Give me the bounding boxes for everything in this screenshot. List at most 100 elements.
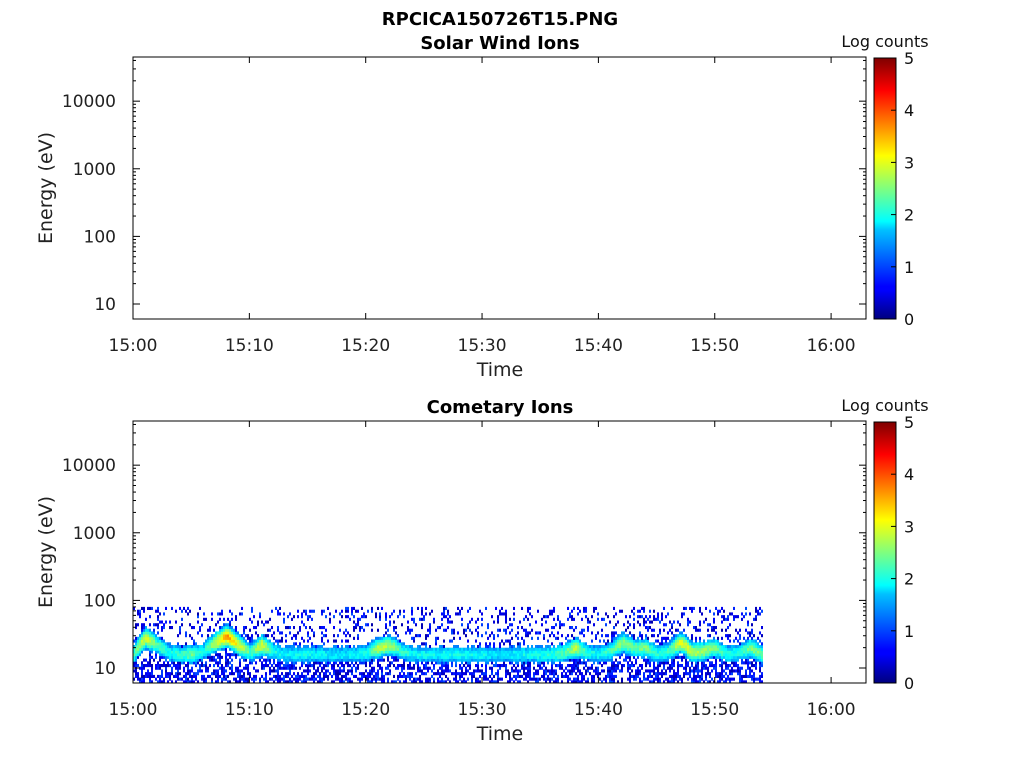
spectrogram-cell [403,658,405,662]
spectrogram-cell [723,609,725,613]
spectrogram-cell [501,677,503,681]
spectrogram-cell [653,634,655,638]
spectrogram-cell [671,626,673,630]
spectrogram-cell [587,680,589,684]
spectrogram-cell [633,650,635,654]
spectrogram-cell [171,606,173,610]
spectrogram-cell [291,645,293,649]
spectrogram-cell [447,655,449,659]
spectrogram-cell [755,666,757,670]
spectrogram-cell [723,617,725,621]
spectrogram-cell [537,677,539,681]
spectrogram-cell [177,650,179,654]
spectrogram-cell [147,636,149,640]
spectrogram-cell [173,664,175,668]
spectrogram-cell [215,642,217,646]
spectrogram-cell [257,669,259,673]
spectrogram-cell [483,653,485,657]
spectrogram-cell [481,647,483,651]
spectrogram-cell [527,606,529,610]
spectrogram-cell [523,655,525,659]
spectrogram-cell [181,617,183,621]
spectrogram-cell [155,642,157,646]
spectrogram-cell [261,650,263,654]
spectrogram-cell [699,680,701,684]
spectrogram-cell [437,677,439,681]
spectrogram-cell [215,658,217,662]
spectrogram-cell [647,669,649,673]
spectrogram-cell [645,615,647,619]
spectrogram-cell [669,653,671,657]
spectrogram-cell [673,664,675,668]
spectrogram-cell [253,680,255,684]
spectrogram-cell [329,661,331,665]
spectrogram-cell [751,664,753,668]
spectrogram-cell [713,628,715,632]
spectrogram-cell [159,680,161,684]
spectrogram-cell [313,655,315,659]
spectrogram-cell [199,666,201,670]
spectrogram-cell [481,669,483,673]
spectrogram-cell [529,650,531,654]
spectrogram-cell [725,672,727,676]
spectrogram-cell [729,680,731,684]
spectrogram-cell [659,645,661,649]
spectrogram-cell [427,680,429,684]
spectrogram-cell [371,672,373,676]
spectrogram-cell [379,655,381,659]
spectrogram-cell [645,664,647,668]
spectrogram-cell [385,626,387,630]
spectrogram-cell [573,661,575,665]
spectrogram-cell [555,672,557,676]
spectrogram-cell [445,606,447,610]
spectrogram-cell [659,650,661,654]
spectrogram-cell [607,615,609,619]
spectrogram-cell [707,623,709,627]
spectrogram-cell [149,677,151,681]
spectrogram-cell [175,650,177,654]
spectrogram-cell [371,642,373,646]
y-tick-label: 1000 [73,524,116,544]
spectrogram-cell [661,658,663,662]
spectrogram-cell [431,658,433,662]
spectrogram-cell [747,647,749,651]
spectrogram-cell [725,661,727,665]
spectrogram-cell [751,623,753,627]
spectrogram-cell [443,606,445,610]
spectrogram-cell [197,615,199,619]
spectrogram-cell [245,645,247,649]
spectrogram-cell [539,653,541,657]
spectrogram-cell [297,645,299,649]
spectrogram-cell [443,645,445,649]
spectrogram-cell [637,666,639,670]
spectrogram-cell [375,653,377,657]
spectrogram-cell [213,658,215,662]
spectrogram-cell [201,634,203,638]
spectrogram-cell [567,642,569,646]
spectrogram-cell [295,634,297,638]
spectrogram-cell [419,674,421,678]
spectrogram-cell [593,606,595,610]
spectrogram-cell [657,617,659,621]
spectrogram-cell [449,669,451,673]
spectrogram-cell [651,628,653,632]
spectrogram-cell [561,672,563,676]
spectrogram-cell [721,658,723,662]
spectrogram-cell [479,674,481,678]
spectrogram-cell [685,661,687,665]
spectrogram-cell [375,680,377,684]
spectrogram-cell [689,655,691,659]
spectrogram-cell [573,653,575,657]
spectrogram-cell [649,647,651,651]
spectrogram-cell [733,615,735,619]
spectrogram-cell [341,661,343,665]
spectrogram-cell [709,664,711,668]
spectrogram-cell [607,639,609,643]
spectrogram-cell [619,642,621,646]
spectrogram-cell [223,666,225,670]
spectrogram-cell [333,650,335,654]
spectrogram-cell [633,655,635,659]
spectrogram-cell [243,626,245,630]
spectrogram-cell [245,664,247,668]
spectrogram-cell [403,642,405,646]
